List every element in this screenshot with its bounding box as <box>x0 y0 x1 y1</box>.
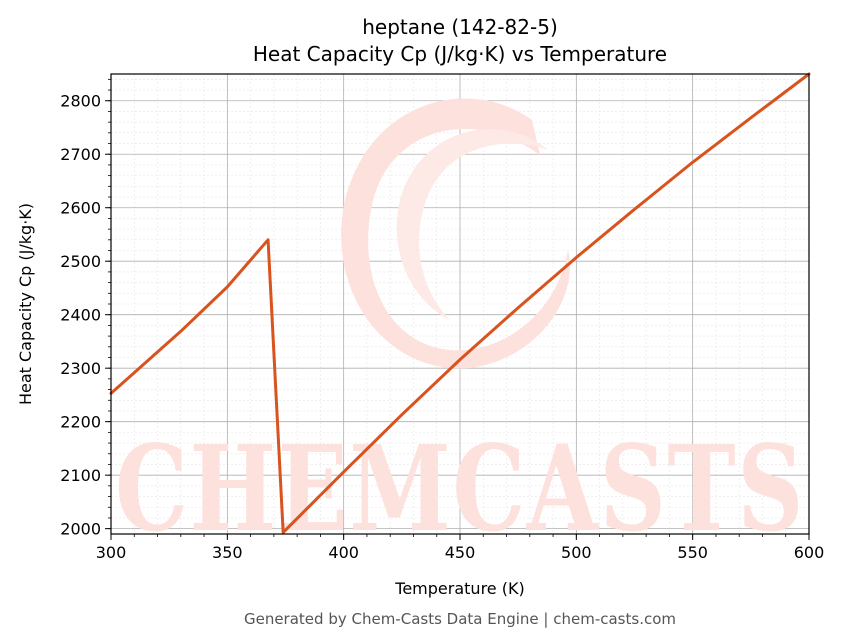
x-axis-label: Temperature (K) <box>394 579 524 598</box>
plot-area: CHEMCASTS <box>109 72 811 558</box>
chart-title: heptane (142-82-5) <box>362 15 558 39</box>
x-tick-label: 300 <box>96 543 127 562</box>
footer-credit: Generated by Chem-Casts Data Engine | ch… <box>244 610 676 628</box>
x-tick-label: 400 <box>328 543 359 562</box>
x-tick-label: 350 <box>212 543 243 562</box>
x-tick-label: 600 <box>794 543 825 562</box>
series-line <box>109 72 811 534</box>
x-tick-label: 450 <box>445 543 476 562</box>
y-tick-label: 2000 <box>60 520 101 539</box>
y-tick-label: 2400 <box>60 306 101 325</box>
y-tick-label: 2200 <box>60 413 101 432</box>
y-axis-label: Heat Capacity Cp (J/kg·K) <box>16 203 35 405</box>
y-axis: 2000 2100 2200 2300 2400 2500 2600 2700 2800 <box>60 78 111 539</box>
y-tick-label: 2700 <box>60 145 101 164</box>
watermark-swirl-inner <box>396 129 548 320</box>
y-tick-label: 2800 <box>60 92 101 111</box>
x-axis: 300 350 400 450 500 550 600 <box>96 534 825 562</box>
x-tick-label: 500 <box>561 543 592 562</box>
y-tick-label: 2500 <box>60 252 101 271</box>
chart-subtitle: Heat Capacity Cp (J/kg·K) vs Temperature <box>253 42 667 66</box>
y-tick-label: 2100 <box>60 466 101 485</box>
x-tick-label: 550 <box>677 543 708 562</box>
y-tick-label: 2300 <box>60 359 101 378</box>
watermark: CHEMCASTS <box>115 98 805 558</box>
watermark-text: CHEMCASTS <box>115 419 805 558</box>
y-tick-label: 2600 <box>60 199 101 218</box>
